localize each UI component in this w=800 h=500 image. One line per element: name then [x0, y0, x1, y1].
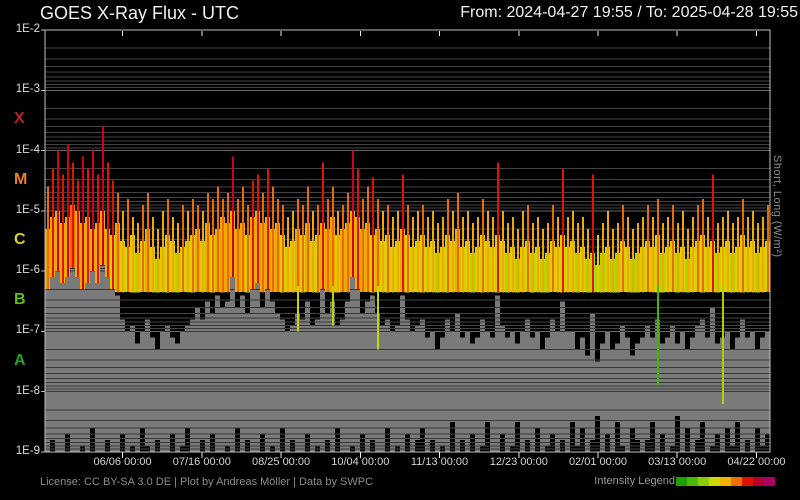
x-tick-label: 02/01 00:00: [568, 456, 628, 468]
time-range-label: From: 2024-04-27 19:55 / To: 2025-04-28 …: [460, 4, 798, 21]
x-tick-label: 03/13 00:00: [648, 456, 707, 468]
class-letter-b: B: [14, 291, 26, 309]
legend-swatch: [720, 477, 731, 486]
legend-swatch: [676, 477, 687, 486]
y-tick-label: 1E-6: [15, 264, 40, 277]
y-tick-label: 1E-7: [15, 324, 40, 337]
legend-swatch: [698, 477, 709, 486]
x-tick-label: 06/06 00:00: [93, 456, 152, 468]
y-tick-label: 1E-8: [15, 384, 40, 397]
legend-swatch: [709, 477, 720, 486]
legend-swatch: [687, 477, 698, 486]
x-tick-label: 11/13 00:00: [410, 456, 469, 468]
long-channel-series: [45, 126, 770, 293]
y-tick-label: 1E-4: [15, 143, 40, 156]
legend-swatch: [742, 477, 753, 486]
x-tick-label: 12/23 00:00: [489, 456, 548, 468]
class-letter-a: A: [14, 351, 26, 369]
dropout-lines: [297, 286, 724, 404]
right-axis-label: Short, Long (W/m²): [771, 155, 783, 258]
y-tick-label: 1E-5: [15, 203, 40, 216]
page-title: GOES X-Ray Flux - UTC: [40, 3, 240, 23]
class-letter-x: X: [14, 110, 25, 128]
intensity-legend-label: Intensity Legend: [594, 475, 675, 487]
legend-swatch: [753, 477, 764, 486]
legend-swatch: [731, 477, 742, 486]
class-letter-m: M: [14, 170, 28, 188]
x-tick-label: 07/16 00:00: [172, 456, 231, 468]
x-tick-label: 04/22 00:00: [727, 456, 786, 468]
intensity-legend-gradient: [676, 477, 775, 486]
license-credits: License: CC BY-SA 3.0 DE | Plot by Andre…: [40, 476, 374, 488]
axis-ticks: [41, 29, 757, 458]
class-letter-c: C: [14, 231, 26, 248]
x-tick-label: 10/04 00:00: [331, 456, 390, 468]
y-tick-label: 1E-9: [15, 445, 40, 457]
y-tick-label: 1E-2: [15, 23, 40, 35]
legend-swatch: [764, 477, 775, 486]
x-tick-label: 08/25 00:00: [251, 456, 311, 468]
short-channel-series: [45, 265, 770, 452]
y-tick-label: 1E-3: [15, 83, 40, 96]
plot-frame: [44, 29, 771, 453]
